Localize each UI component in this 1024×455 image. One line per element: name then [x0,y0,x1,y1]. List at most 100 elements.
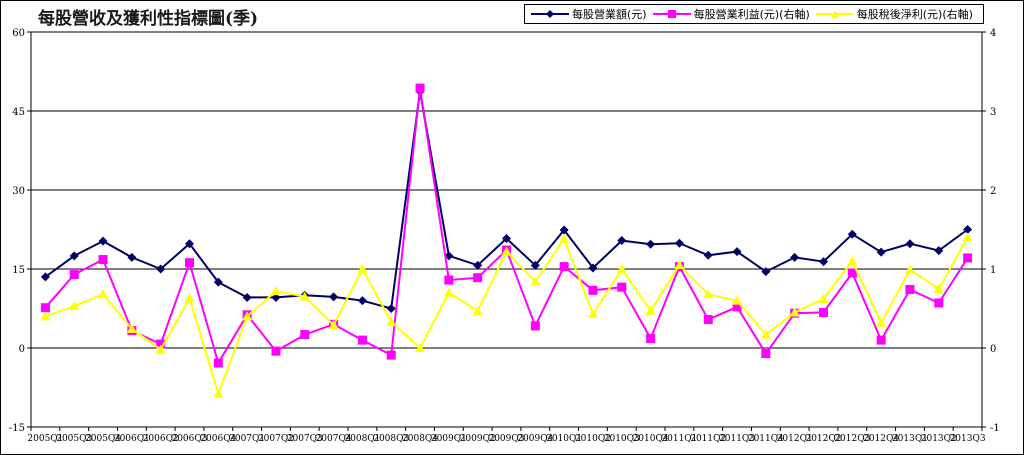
data-point-s1-25 [761,349,771,359]
data-point-s2-19 [587,309,598,319]
x-tick-label: 2010Q2 [575,434,611,444]
data-point-s2-28 [847,256,858,266]
left-tick-label: 45 [12,107,25,118]
data-point-s1-15 [473,273,483,283]
data-point-s0-5 [185,239,194,249]
left-tick-label: 15 [12,265,25,276]
x-tick-label: 2012Q2 [805,434,841,444]
data-point-s0-32 [963,225,973,234]
data-point-s0-7 [242,292,252,302]
right-tick-label: 2 [990,186,996,197]
legend-marker-op-income [652,10,691,18]
x-tick-label: 2005Q3 [56,434,92,444]
data-point-s2-30 [904,264,915,274]
data-point-s1-19 [588,285,598,295]
left-tick-label: 0 [19,344,25,355]
x-tick-label: 2009Q4 [517,434,553,444]
x-tick-label: 2008Q3 [373,434,409,444]
data-point-s2-18 [559,233,570,243]
legend-label-net-income: 每股稅後淨利(元)(右軸) [856,8,973,21]
left-tick-label: 60 [12,28,25,39]
plot-frame [30,31,983,428]
data-point-s0-8 [271,292,281,302]
data-point-s0-28 [847,229,857,239]
x-tick-label: 2013Q1 [892,434,928,444]
data-point-s1-31 [934,298,944,308]
data-point-s2-1 [69,301,80,311]
data-point-s2-14 [443,287,454,297]
x-tick-label: 2013Q2 [921,434,957,444]
x-tick-label: 2013Q3 [950,434,986,444]
x-tick-label: 2009Q2 [460,434,496,444]
data-point-s0-26 [790,252,800,262]
data-point-s2-24 [732,295,743,305]
x-tick-label: 2008Q1 [344,434,380,444]
x-tick-label: 2007Q1 [229,434,265,444]
data-point-s2-6 [213,388,224,398]
data-point-s0-29 [876,247,886,257]
data-point-s2-15 [472,305,483,315]
data-point-s1-0 [40,303,50,313]
legend-item-revenue: 每股營業額(元) [531,6,647,22]
data-point-s0-20 [617,236,627,246]
data-point-s1-23 [703,315,713,325]
data-point-s2-23 [703,289,714,299]
data-point-s2-4 [155,344,166,354]
data-point-s2-10 [328,320,339,330]
data-point-s0-27 [819,257,828,267]
data-point-s1-17 [530,321,540,331]
x-tick-label: 2012Q4 [863,434,899,444]
data-point-s1-14 [444,275,454,285]
x-tick-label: 2011Q4 [748,434,784,444]
data-point-s2-25 [760,329,771,339]
data-point-s1-5 [185,258,194,268]
data-point-s0-0 [40,272,50,282]
data-point-s1-8 [271,346,281,356]
data-point-s0-18 [559,225,569,235]
data-point-s0-2 [98,236,108,246]
data-point-s2-29 [876,317,887,327]
x-tick-label: 2008Q4 [402,434,438,444]
data-point-s0-15 [473,260,483,270]
x-tick-label: 2010Q1 [546,434,582,444]
data-point-s2-7 [242,311,253,321]
x-tick-label: 2005Q4 [85,434,121,444]
data-point-s2-21 [645,305,656,315]
data-point-s1-21 [646,334,656,344]
data-point-s1-28 [847,268,857,278]
x-tick-label: 2007Q2 [258,434,294,444]
x-tick-label: 2011Q2 [690,434,726,444]
x-tick-label: 2006Q3 [171,434,207,444]
data-point-s1-32 [963,253,973,263]
data-point-s1-12 [386,350,396,360]
data-point-s1-20 [617,282,627,292]
x-tick-label: 2005Q1 [27,434,63,444]
data-point-s1-18 [559,262,569,272]
data-point-s0-10 [329,292,339,302]
x-tick-label: 2006Q2 [143,434,179,444]
legend-label-op-income: 每股營業利益(元)(右軸) [693,8,810,21]
data-point-s0-31 [934,246,944,256]
data-point-s1-27 [819,307,828,317]
legend-marker-net-income [815,10,854,18]
data-point-s1-29 [876,335,886,345]
data-point-s0-16 [502,233,511,243]
x-tick-label: 2007Q3 [287,434,323,444]
data-point-s1-2 [98,255,108,265]
data-point-s2-3 [126,324,137,334]
x-tick-label: 2012Q1 [777,434,813,444]
data-point-s2-2 [98,289,109,299]
data-point-s0-22 [674,238,684,248]
x-tick-label: 2010Q3 [604,434,640,444]
data-point-s2-8 [270,286,281,296]
data-point-s1-24 [732,302,742,312]
legend-item-op-income: 每股營業利益(元)(右軸) [652,6,810,22]
data-point-s2-13 [415,343,426,352]
data-point-s0-24 [732,247,742,257]
right-tick-label: 1 [990,265,996,276]
data-point-s0-19 [588,263,598,273]
data-point-s1-13 [415,83,425,93]
data-point-s0-1 [69,251,79,261]
data-point-s0-25 [761,267,771,277]
chart-title: 每股營收及獲利性指標圖(季) [38,9,259,29]
